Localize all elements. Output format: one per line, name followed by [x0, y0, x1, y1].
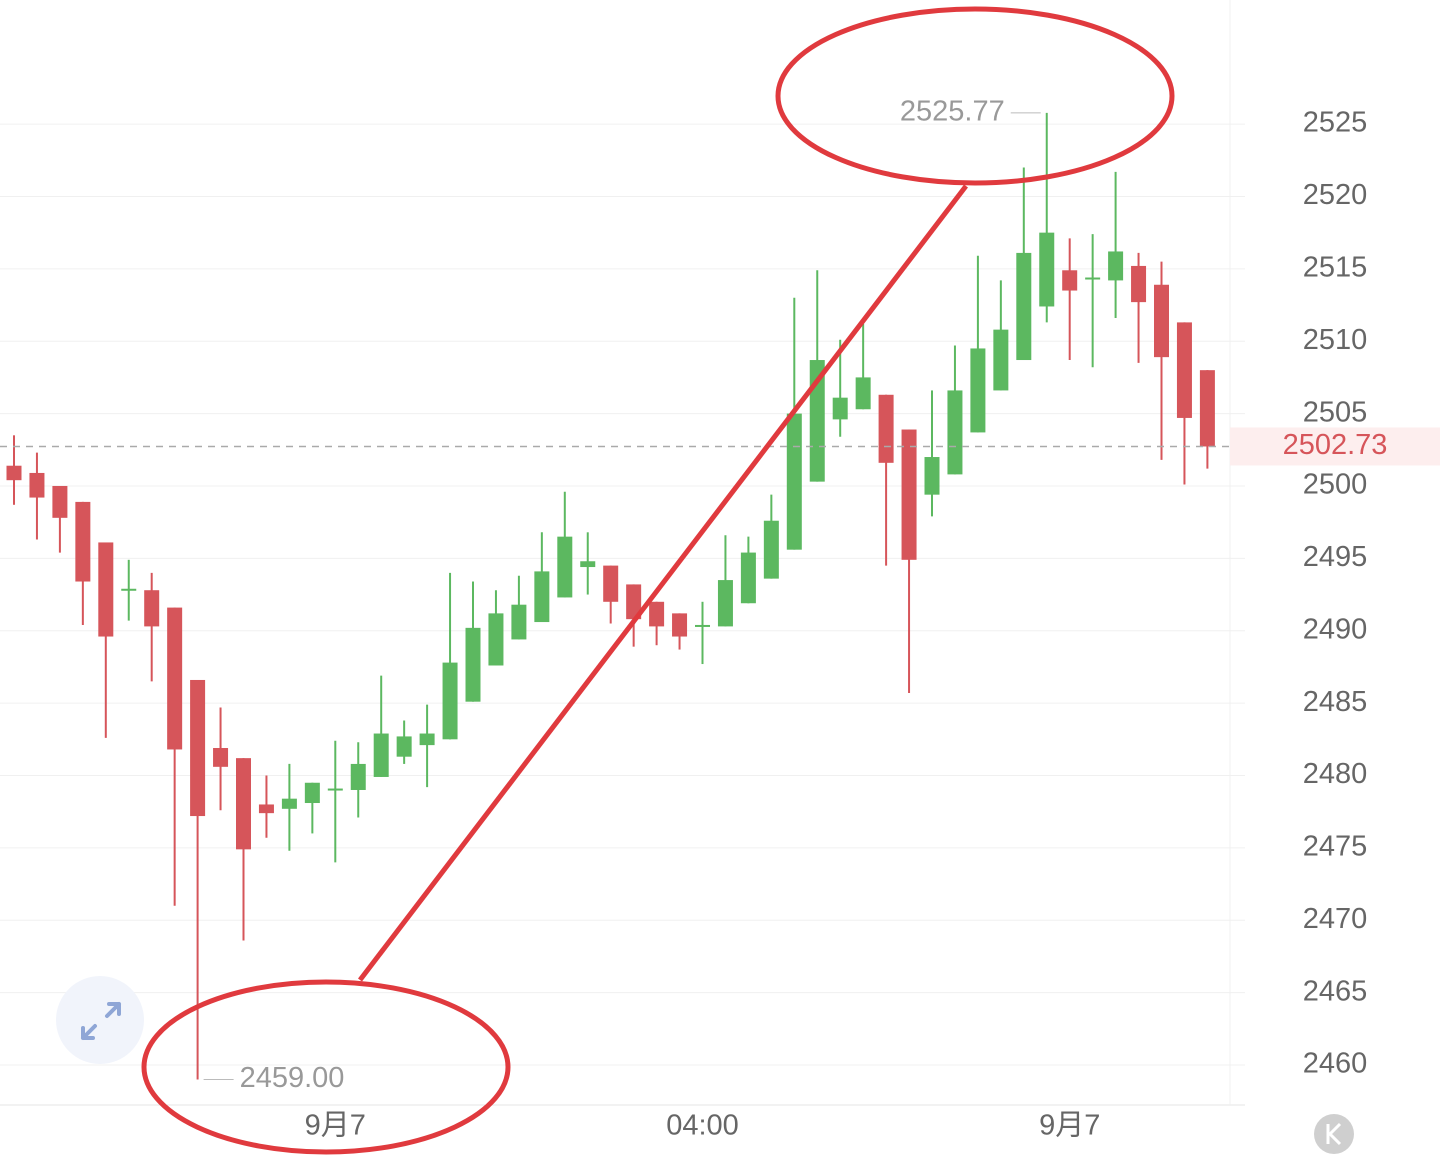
- x-tick-label: 04:00: [666, 1110, 739, 1142]
- candle-body: [1016, 252, 1032, 361]
- candle-body: [603, 565, 619, 602]
- candle-body: [511, 604, 527, 640]
- expand-button[interactable]: [56, 976, 144, 1064]
- candle-body: [695, 624, 710, 627]
- candle-body: [373, 733, 389, 777]
- candle-body: [1039, 232, 1055, 307]
- candle-body: [580, 561, 596, 568]
- candle-body: [167, 607, 183, 750]
- candle-body: [304, 782, 320, 804]
- y-tick-label: 2490: [1303, 613, 1368, 645]
- k-icon: [1326, 1122, 1342, 1146]
- candle-body: [350, 763, 366, 790]
- candle-body: [649, 601, 665, 627]
- candle-body: [98, 542, 114, 637]
- max-label: 2525.77: [900, 96, 1005, 128]
- x-tick-label: 9月7: [1039, 1110, 1100, 1142]
- candle-body: [901, 429, 917, 560]
- candle-body: [855, 377, 871, 410]
- y-tick-label: 2505: [1303, 396, 1368, 428]
- candle-body: [1154, 284, 1169, 358]
- y-tick-label: 2515: [1303, 251, 1368, 283]
- candle-body: [1108, 251, 1124, 281]
- candle-body: [1199, 370, 1215, 447]
- candle-body: [144, 590, 160, 627]
- candle-body: [465, 627, 481, 702]
- y-tick-label: 2520: [1303, 179, 1368, 211]
- plot: 2460 2465 2470 2475 2480 2485 2490 2495 2500 2505…: [0, 96, 1440, 1142]
- candle-body: [1085, 277, 1101, 280]
- candle-body: [970, 348, 986, 433]
- candle-body: [121, 588, 137, 591]
- candle-body: [832, 397, 848, 420]
- candle-body: [672, 613, 688, 637]
- y-tick-label: 2470: [1303, 903, 1368, 935]
- candle-body: [809, 360, 825, 482]
- candle-body: [258, 804, 274, 814]
- candle-body: [534, 571, 550, 623]
- y-tick-label: 2500: [1303, 469, 1368, 501]
- candle-body: [947, 390, 963, 475]
- y-tick-label: 2495: [1303, 541, 1368, 573]
- candle-body: [1131, 265, 1147, 303]
- candle-body: [878, 394, 894, 463]
- candle-body: [763, 520, 779, 579]
- k-button[interactable]: [1314, 1114, 1354, 1154]
- y-tick-label: 2510: [1303, 324, 1368, 356]
- candle-body: [740, 552, 756, 604]
- candle-body: [1062, 270, 1078, 291]
- candle-body: [419, 733, 435, 746]
- last-price-label: 2502.73: [1283, 429, 1388, 461]
- y-tick-label: 2485: [1303, 686, 1368, 718]
- trend-line: [358, 184, 968, 982]
- min-label: 2459.00: [240, 1062, 345, 1094]
- candle-body: [213, 748, 229, 767]
- candle-body: [626, 584, 642, 620]
- candle-body: [488, 613, 504, 666]
- candle-body: [993, 329, 1009, 391]
- y-tick-label: 2525: [1303, 107, 1368, 139]
- candle-body: [924, 457, 940, 495]
- highlight-ellipse: [141, 979, 511, 1155]
- y-tick-label: 2465: [1303, 975, 1368, 1007]
- expand-icon: [81, 1002, 121, 1040]
- highlight-ellipse: [775, 6, 1175, 186]
- candle-body: [52, 485, 68, 518]
- candle-body: [190, 679, 206, 817]
- candle-body: [396, 736, 412, 757]
- y-tick-label: 2460: [1303, 1048, 1368, 1080]
- y-tick-label: 2475: [1303, 831, 1368, 863]
- last-price-box: [1230, 427, 1440, 466]
- candle-body: [75, 501, 91, 582]
- candle-body: [1176, 322, 1192, 418]
- candle-body: [236, 758, 251, 850]
- candle-body: [442, 662, 458, 740]
- candle-body: [6, 465, 22, 481]
- candle-body: [786, 413, 802, 550]
- candle-body: [327, 788, 343, 791]
- candle-body: [281, 798, 297, 809]
- candle-body: [557, 536, 573, 598]
- x-tick-label: 9月7: [305, 1110, 366, 1142]
- candle-body: [717, 580, 733, 627]
- y-tick-label: 2480: [1303, 758, 1368, 790]
- candle-body: [29, 472, 45, 498]
